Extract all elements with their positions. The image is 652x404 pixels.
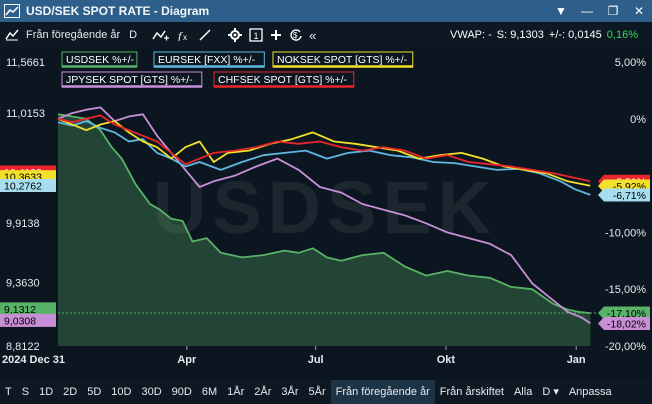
left-value-tag-label: 9,0308: [4, 315, 36, 327]
minimize-icon[interactable]: —: [581, 4, 593, 18]
left-value-tag: [0, 313, 56, 327]
left-value-tag-label: 9,1312: [4, 304, 36, 316]
period-button[interactable]: Alla: [513, 386, 533, 398]
chart-watermark: USDSEK: [153, 166, 497, 249]
close-icon[interactable]: ✕: [633, 4, 645, 18]
right-value-tag-label: -6,71%: [613, 190, 646, 202]
chart-area[interactable]: USDSEK 11,5661 11,0153 9,9138 9,3630 8,8122 5,…: [0, 48, 652, 378]
period-button[interactable]: 5D: [87, 386, 102, 398]
period-button[interactable]: 3År: [281, 386, 299, 398]
currency-icon[interactable]: $: [288, 28, 304, 42]
svg-text:f: f: [178, 29, 183, 41]
series-line-4: [57, 114, 591, 183]
period-button[interactable]: S: [21, 386, 30, 398]
compare-icon[interactable]: [151, 29, 171, 41]
right-axis-tick: -15,00%: [605, 284, 646, 296]
right-value-tag: [598, 317, 650, 331]
period-button[interactable]: 2År: [254, 386, 272, 398]
period-button[interactable]: 10D: [111, 386, 132, 398]
x-axis-tick-label: Jan: [567, 354, 586, 366]
interval-button[interactable]: D: [129, 29, 138, 41]
period-button[interactable]: 5År: [308, 386, 326, 398]
left-value-tag: [0, 302, 56, 316]
left-value-tag: [0, 178, 56, 192]
vwap-label: VWAP: -: [450, 29, 492, 41]
chart-background: [0, 48, 652, 378]
legend-label: USDSEK %+/-: [66, 54, 134, 66]
left-axis-tick: 9,3630: [6, 278, 40, 290]
range-label[interactable]: Från föregående år: [26, 29, 121, 41]
x-axis-tick-label: Okt: [437, 354, 456, 366]
svg-text:1: 1: [254, 31, 259, 41]
change-label: +/-: 0,0145: [548, 29, 602, 41]
period-button[interactable]: 1År: [227, 386, 245, 398]
period-button[interactable]: 30D: [141, 386, 162, 398]
svg-text:$: $: [293, 31, 298, 40]
window-title: USD/SEK SPOT RATE - Diagram: [26, 4, 210, 18]
period-button[interactable]: Anpassa: [568, 386, 612, 398]
left-axis-tick: 11,5661: [6, 57, 45, 69]
period-button[interactable]: D ▾: [542, 386, 559, 398]
period-bar: T S 1D 2D 5D 10D 30D 90D 6M 1År 2År 3År 5År Från före…: [0, 380, 652, 404]
left-axis-tick: 11,0153: [6, 108, 45, 120]
period-button[interactable]: Från årskiftet: [439, 386, 504, 398]
layout-icon[interactable]: 1: [248, 28, 264, 42]
settings-icon[interactable]: [227, 28, 243, 42]
chart-app-icon: [3, 2, 21, 20]
series-line-0: [57, 113, 591, 314]
right-value-tag-label: -18,02%: [607, 319, 646, 331]
legend-label: CHFSEK SPOT [GTS] %+/-: [218, 74, 348, 86]
x-axis-tick-label: Apr: [177, 354, 197, 366]
left-axis-tick: 9,9138: [6, 218, 40, 230]
crosshair-icon[interactable]: [269, 29, 283, 41]
dropdown-icon[interactable]: ▼: [555, 4, 567, 18]
period-button[interactable]: 6M: [201, 386, 218, 398]
series-area-usdsek: [58, 114, 591, 346]
series-line-3: [57, 106, 591, 325]
title-bar: USD/SEK SPOT RATE - Diagram ▼ — ❐ ✕: [0, 0, 652, 22]
change-pct-label: 0,16%: [606, 29, 638, 41]
series-line-1: [57, 120, 591, 196]
right-axis-tick: 5,00%: [615, 57, 646, 69]
legend-label: JPYSEK SPOT [GTS] %+/-: [66, 74, 193, 86]
period-button[interactable]: T: [5, 386, 12, 398]
x-axis-tick-label: Jul: [308, 354, 324, 366]
left-value-tag-label: 10,2762: [4, 180, 42, 192]
period-button[interactable]: Från föregående år: [330, 380, 435, 404]
period-button[interactable]: 90D: [171, 386, 192, 398]
right-axis-tick: 0%: [630, 114, 646, 126]
chart-type-icon[interactable]: [4, 29, 20, 41]
period-button[interactable]: 2D: [63, 386, 78, 398]
maximize-icon[interactable]: ❐: [607, 4, 619, 18]
right-axis-tick: -10,00%: [605, 227, 646, 239]
legend-label: NOKSEK SPOT [GTS] %+/-: [277, 54, 408, 66]
draw-line-icon[interactable]: [197, 28, 213, 42]
right-axis-tick: -20,00%: [605, 341, 646, 353]
x-axis-start-label: 2024 Dec 31: [2, 354, 65, 366]
svg-text:x: x: [183, 33, 187, 41]
period-button[interactable]: 1D: [39, 386, 54, 398]
right-value-tag: [598, 188, 650, 202]
legend-label: EURSEK [FXX] %+/-: [158, 54, 256, 66]
right-value-tag: [598, 306, 650, 320]
left-axis-tick: 8,8122: [6, 341, 40, 353]
collapse-icon[interactable]: «: [309, 27, 317, 43]
spot-label: S: 9,1303: [496, 29, 544, 41]
